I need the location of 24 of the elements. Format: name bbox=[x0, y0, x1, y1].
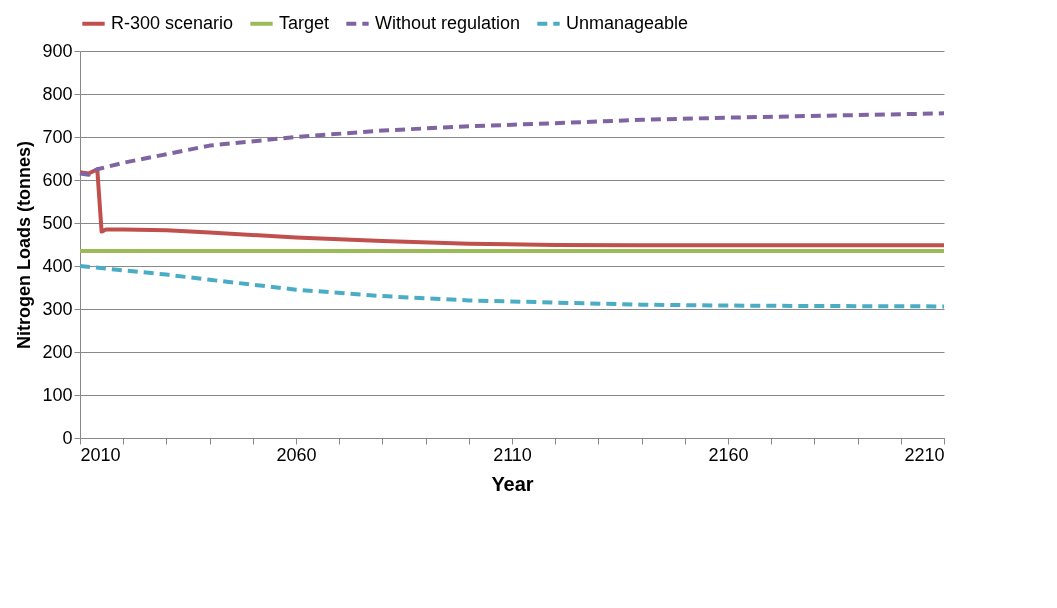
legend-label: Unmanageable bbox=[566, 12, 689, 33]
y-tick-label: 500 bbox=[42, 212, 73, 233]
x-tick-label: 2160 bbox=[708, 444, 749, 465]
legend-label: Without regulation bbox=[375, 12, 521, 33]
y-tick-label: 400 bbox=[42, 255, 73, 276]
y-tick-label: 300 bbox=[42, 298, 73, 319]
y-axis-title: Nitrogen Loads (tonnes) bbox=[14, 141, 35, 349]
legend-label: Target bbox=[279, 12, 330, 33]
y-tick-label: 900 bbox=[42, 40, 73, 61]
x-tick-label: 2060 bbox=[276, 444, 317, 465]
y-tick-label: 800 bbox=[42, 83, 73, 104]
line-series bbox=[78, 167, 946, 248]
y-tick-label: 200 bbox=[42, 341, 73, 362]
x-tick-label: 2010 bbox=[80, 444, 121, 465]
x-axis-title: Year bbox=[491, 472, 534, 495]
x-tick-label: 2110 bbox=[493, 444, 532, 465]
y-tick-label: 700 bbox=[42, 126, 73, 147]
y-tick-label: 100 bbox=[42, 384, 73, 405]
line-series bbox=[78, 264, 946, 309]
legend-label: R-300 scenario bbox=[111, 12, 234, 33]
y-tick-label: 600 bbox=[42, 169, 73, 190]
y-tick-label: 0 bbox=[62, 427, 73, 448]
x-tick-label: 2210 bbox=[904, 444, 945, 465]
line-series bbox=[78, 111, 946, 177]
